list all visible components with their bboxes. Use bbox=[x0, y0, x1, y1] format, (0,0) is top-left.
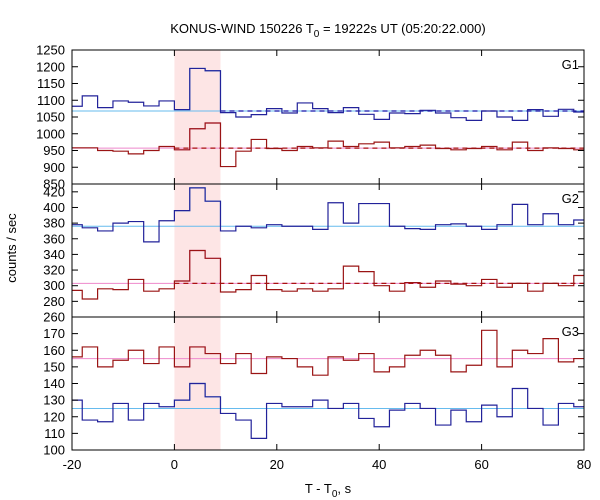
x-axis-label: T - T0, s bbox=[305, 481, 352, 500]
x-tick-label: 20 bbox=[270, 457, 284, 472]
y-tick-label: 300 bbox=[43, 278, 65, 293]
series-g1-blue bbox=[72, 67, 584, 121]
x-tick-label: 0 bbox=[171, 457, 178, 472]
x-axis-label-rest: , s bbox=[337, 481, 351, 496]
y-tick-label: 360 bbox=[43, 231, 65, 246]
y-tick-label: 900 bbox=[43, 160, 65, 175]
x-axis-label-subscript: 0 bbox=[332, 489, 338, 500]
chart-title: KONUS-WIND 150226 T0 = 19222s UT (05:20:… bbox=[170, 21, 485, 40]
y-tick-label: 1050 bbox=[36, 110, 65, 125]
x-tick-label: -20 bbox=[63, 457, 82, 472]
y-tick-label: 1000 bbox=[36, 126, 65, 141]
series-g3-blue bbox=[72, 382, 584, 439]
plot-area: 850900950100010501100115012001250G126028… bbox=[36, 43, 591, 473]
y-tick-label: 1100 bbox=[37, 93, 65, 108]
y-tick-label: 400 bbox=[43, 200, 65, 215]
x-tick-label: 60 bbox=[474, 457, 488, 472]
y-tick-label: 1250 bbox=[36, 43, 65, 58]
series-g2-red bbox=[72, 249, 584, 300]
y-tick-label: 150 bbox=[43, 359, 65, 374]
y-tick-label: 1200 bbox=[36, 59, 65, 74]
y-tick-label: 320 bbox=[43, 263, 65, 278]
y-tick-label: 120 bbox=[43, 409, 65, 424]
series-g2-blue bbox=[72, 187, 584, 243]
y-tick-label: 110 bbox=[44, 426, 65, 441]
y-tick-label: 380 bbox=[43, 216, 65, 231]
y-tick-label: 130 bbox=[43, 393, 65, 408]
y-tick-label: 420 bbox=[43, 184, 65, 199]
chart-title-rest: = 19222s UT (05:20:22.000) bbox=[319, 21, 485, 36]
y-tick-label: 170 bbox=[43, 326, 65, 341]
chart-title-subscript: 0 bbox=[314, 29, 320, 40]
panel-label-g2: G2 bbox=[562, 191, 579, 206]
y-tick-label: 160 bbox=[43, 343, 65, 358]
y-tick-label: 100 bbox=[43, 443, 65, 458]
x-axis-label-main: T - T bbox=[305, 481, 332, 496]
series-g1-red bbox=[72, 122, 584, 168]
panel-label-g3: G3 bbox=[562, 324, 579, 339]
x-tick-label: 40 bbox=[372, 457, 386, 472]
series-g3-red bbox=[72, 329, 584, 376]
chart-title-main: KONUS-WIND 150226 T bbox=[170, 21, 314, 36]
panel-label-g1: G1 bbox=[562, 57, 579, 72]
y-tick-label: 1150 bbox=[37, 76, 65, 91]
y-tick-label: 280 bbox=[43, 294, 65, 309]
y-tick-label: 950 bbox=[43, 143, 65, 158]
x-tick-label: 80 bbox=[577, 457, 591, 472]
y-tick-label: 260 bbox=[43, 310, 65, 325]
y-tick-label: 850 bbox=[43, 177, 65, 192]
y-tick-label: 140 bbox=[43, 376, 65, 391]
y-tick-label: 340 bbox=[43, 247, 65, 262]
y-axis-label: counts / sec bbox=[4, 213, 19, 283]
